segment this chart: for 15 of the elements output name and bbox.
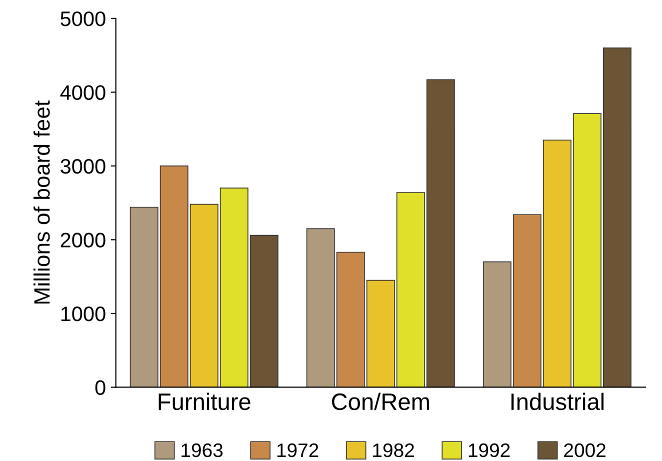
y-tick-label: 4000 <box>60 85 106 100</box>
y-axis-title: Millions of board feet <box>34 100 50 304</box>
y-tick-label: 0 <box>95 380 106 395</box>
legend-label: 1992 <box>468 443 510 458</box>
legend-label: 1972 <box>277 443 318 458</box>
y-tick-label: 2000 <box>60 232 106 248</box>
x-tick-label: Furniture <box>158 392 250 410</box>
y-tick-label: 5000 <box>60 11 106 26</box>
x-tick-label: Con/Rem <box>332 392 429 410</box>
y-tick-label: 1000 <box>61 306 106 322</box>
legend-label: 1963 <box>182 443 223 458</box>
legend-label: 1982 <box>373 443 414 458</box>
legend-label: 2002 <box>564 443 606 458</box>
x-tick-label: Industrial <box>511 392 604 410</box>
y-tick-label: 3000 <box>60 158 106 174</box>
